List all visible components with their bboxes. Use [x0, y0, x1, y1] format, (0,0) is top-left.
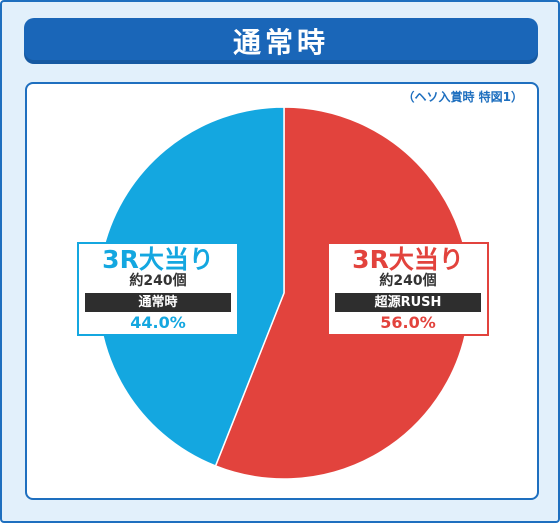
slice-label-percent: 56.0% — [380, 313, 436, 332]
slice-label-normal: 3R大当り 約240個 通常時 44.0% — [77, 242, 239, 336]
title-bar: 通常時 — [24, 18, 538, 64]
slice-label-rush: 3R大当り 約240個 超源RUSH 56.0% — [327, 242, 489, 336]
slice-label-title: 3R大当り — [352, 245, 464, 274]
chart-panel: （ヘソ入賞時 特図1） 3R大当り 約240個 通常時 44.0% 3R大当り … — [25, 82, 539, 500]
chart-title: 通常時 — [232, 26, 329, 59]
slice-label-count: 約240個 — [379, 273, 437, 289]
slice-label-title: 3R大当り — [102, 245, 214, 274]
slice-label-percent: 44.0% — [130, 313, 186, 332]
slice-label-mode: 超源RUSH — [335, 293, 481, 312]
chart-note: （ヘソ入賞時 特図1） — [402, 90, 523, 104]
slice-label-count: 約240個 — [129, 273, 187, 289]
slice-label-mode: 通常時 — [85, 293, 231, 312]
